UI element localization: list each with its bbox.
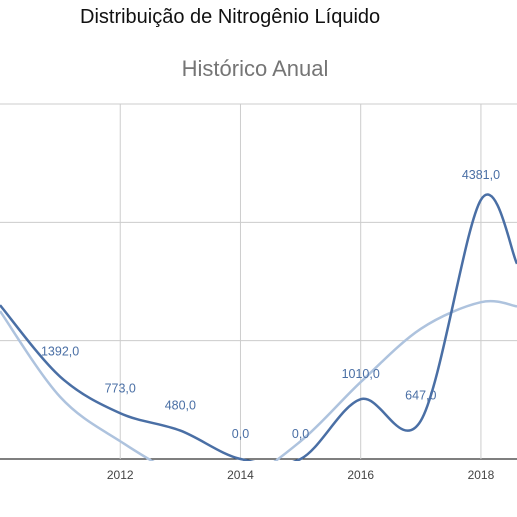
x-tick-label: 2012 <box>107 468 134 482</box>
data-label: 0,0 <box>292 427 309 441</box>
data-labels: 1392,0 773,0 480,0 0,0 0,0 1010,0 647,0 4381,0 <box>41 168 500 441</box>
data-label: 1010,0 <box>342 367 380 381</box>
chart-grid <box>0 103 517 460</box>
data-label: 4381,0 <box>462 168 500 182</box>
data-label: 647,0 <box>405 389 436 403</box>
chart-series <box>0 193 517 461</box>
series-line <box>0 193 517 461</box>
data-label: 0,0 <box>232 427 249 441</box>
page-title: Distribuição de Nitrogênio Líquido <box>80 6 381 28</box>
x-tick-label: 2014 <box>227 468 254 482</box>
data-label: 773,0 <box>105 381 136 395</box>
data-label: 1392,0 <box>41 345 79 359</box>
x-axis: 2012 2014 2016 2018 <box>107 468 495 482</box>
chart-subtitle: Histórico Anual <box>181 56 329 81</box>
x-tick-label: 2018 <box>468 468 495 482</box>
x-tick-label: 2016 <box>347 468 374 482</box>
trendline <box>0 299 517 461</box>
data-label: 480,0 <box>165 399 196 413</box>
